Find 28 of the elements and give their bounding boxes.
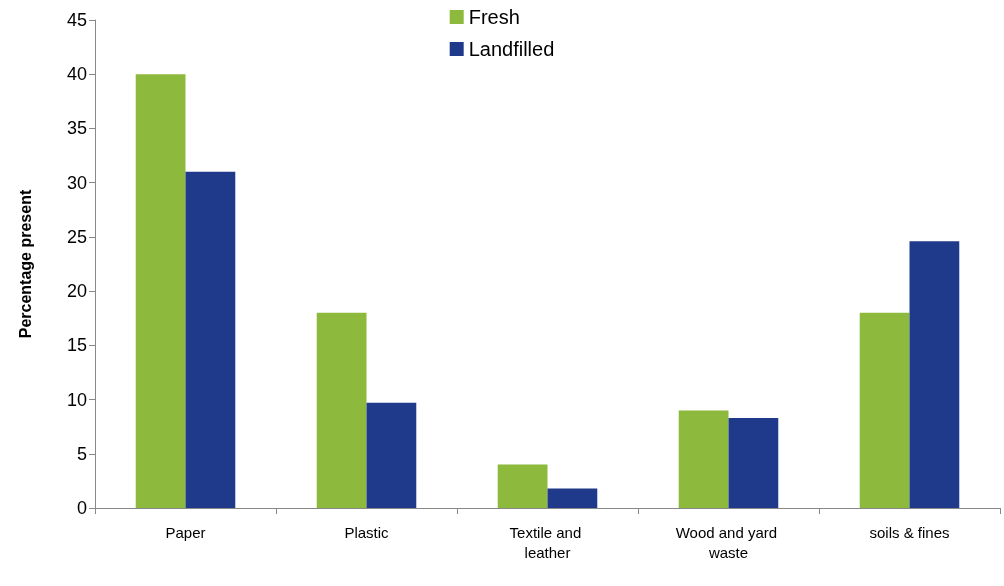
bar <box>135 74 186 508</box>
bar <box>859 312 910 508</box>
y-tick-label: 15 <box>66 335 87 356</box>
bar <box>728 417 779 508</box>
bar <box>909 241 960 508</box>
y-tick-label: 25 <box>66 226 87 247</box>
bar <box>185 171 236 508</box>
y-tick-label: 10 <box>66 389 87 410</box>
x-tick-label: Wood and yard waste <box>675 523 782 561</box>
bar <box>316 312 367 508</box>
bar <box>497 464 548 508</box>
x-tick-label: soils & fines <box>869 523 950 541</box>
y-tick-label: 40 <box>66 64 87 85</box>
legend-label: Landfilled <box>468 38 555 60</box>
bar <box>547 488 598 508</box>
legend-label: Fresh <box>468 6 520 28</box>
x-tick-label: Paper <box>165 523 206 541</box>
bar <box>366 402 417 508</box>
y-tick-label: 45 <box>66 10 87 30</box>
y-tick-label: 35 <box>66 118 87 139</box>
y-tick-label: 0 <box>76 498 87 518</box>
y-axis-title: Percentage present <box>16 189 34 339</box>
y-tick-label: 5 <box>76 443 87 464</box>
y-tick-label: 20 <box>66 281 87 302</box>
x-tick-label: Textile and leather <box>509 523 586 561</box>
bar <box>678 410 729 508</box>
y-tick-label: 30 <box>66 172 87 193</box>
x-tick-label: Plastic <box>344 523 390 541</box>
